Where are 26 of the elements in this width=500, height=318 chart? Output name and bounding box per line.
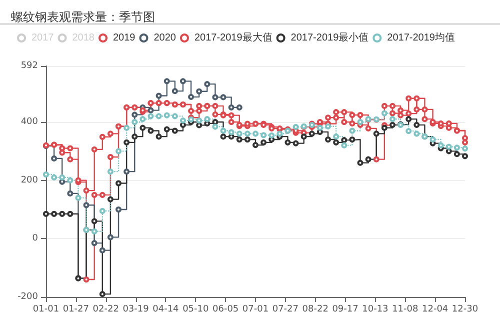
x-tick-label: 06-05	[212, 304, 239, 314]
x-tick-label: 04-14	[152, 304, 180, 314]
x-tick-label: 10-13	[362, 304, 388, 314]
y-tick-label: 592	[20, 61, 38, 71]
x-tick-label: 03-19	[122, 304, 150, 314]
legend-label: 2020	[154, 32, 176, 44]
x-tick-label: 01-01	[32, 304, 60, 314]
y-tick-label: 200	[20, 175, 38, 186]
x-tick-label: 12-30	[452, 304, 478, 314]
x-tick-label: 07-27	[272, 304, 299, 314]
x-tick-label: 12-04	[422, 304, 448, 314]
y-tick-label: -200	[18, 292, 38, 302]
x-tick-label: 05-10	[182, 304, 209, 314]
y-tick-label: 400	[20, 117, 38, 127]
legend-label: 2017-2019均值	[387, 32, 455, 44]
legend-label: 2017-2019最小值	[290, 32, 369, 44]
x-tick-label: 02-22	[92, 304, 119, 314]
x-tick-label: 01-27	[62, 304, 90, 314]
x-tick-label: 11-08	[392, 304, 418, 314]
chart-title: 螺纹钢表观需求量：季节图	[11, 10, 155, 24]
x-tick-label: 08-22	[302, 304, 328, 314]
x-tick-label: 07-01	[242, 304, 269, 314]
legend-label: 2019	[112, 32, 136, 44]
legend-label: 2017-2019最大值	[194, 32, 272, 44]
y-tick-label: 0	[32, 234, 38, 244]
x-tick-label: 09-17	[332, 304, 358, 314]
